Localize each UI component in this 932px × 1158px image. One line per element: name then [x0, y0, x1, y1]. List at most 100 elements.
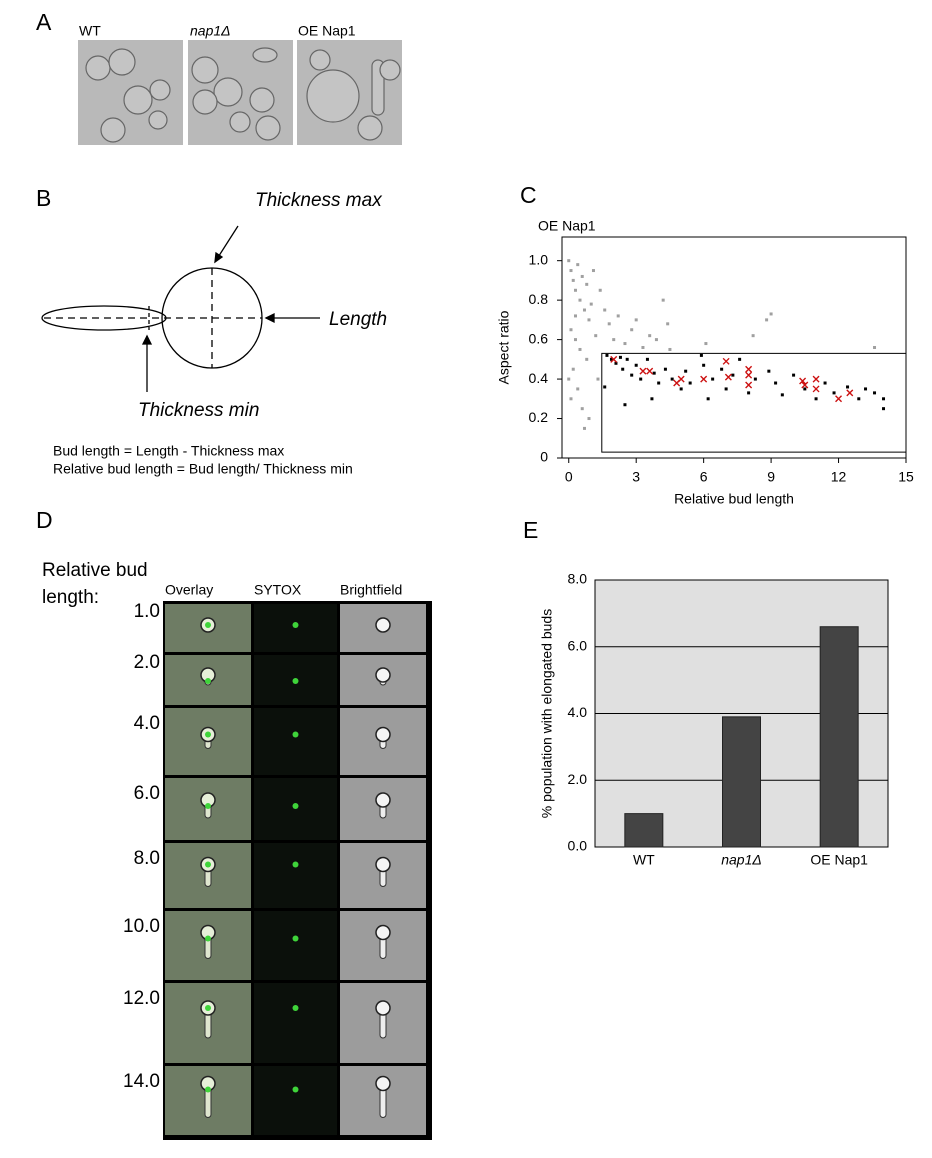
point — [630, 328, 634, 332]
point — [803, 387, 807, 391]
point — [580, 407, 584, 411]
point — [745, 371, 753, 379]
point — [812, 385, 820, 393]
nucleus — [292, 1005, 299, 1011]
point — [657, 381, 661, 385]
nucleus — [205, 935, 211, 942]
point — [573, 288, 577, 292]
point — [654, 338, 658, 342]
row-label: 8.0 — [134, 848, 160, 869]
point — [569, 328, 573, 332]
gate — [601, 352, 906, 453]
diagram-label: Thickness min — [138, 400, 259, 421]
x-tick-label: 15 — [898, 469, 914, 485]
x-tick-label: 6 — [700, 469, 708, 485]
point — [699, 353, 703, 357]
point — [594, 334, 598, 338]
y-tick-label: 0.6 — [529, 330, 549, 346]
image-label: nap1Δ — [190, 23, 231, 39]
point — [731, 373, 735, 377]
point — [646, 367, 654, 375]
row-label: 6.0 — [134, 783, 160, 804]
point — [812, 375, 820, 383]
panel-label: E — [523, 517, 538, 543]
y-tick-label: 0.4 — [529, 370, 549, 386]
row-label: 14.0 — [123, 1071, 160, 1092]
image-label: OE Nap1 — [298, 23, 356, 39]
point — [864, 387, 868, 391]
point — [639, 377, 643, 381]
point — [668, 347, 672, 351]
cell-image — [254, 708, 337, 775]
nucleus — [205, 1005, 211, 1011]
point — [751, 334, 755, 338]
nucleus — [292, 935, 299, 942]
cell — [375, 1075, 391, 1092]
point — [652, 371, 656, 375]
panel-label: B — [36, 185, 51, 211]
point — [573, 338, 577, 342]
cell — [375, 726, 391, 743]
x-tick-label: 0 — [565, 469, 573, 485]
y-tick-label: 1.0 — [529, 251, 549, 267]
point — [623, 403, 627, 407]
point — [724, 387, 728, 391]
x-tick-label: OE Nap1 — [810, 852, 868, 868]
x-tick-label: 9 — [767, 469, 775, 485]
point — [639, 367, 647, 375]
point — [648, 334, 652, 338]
cell-image — [254, 911, 337, 980]
point — [846, 389, 854, 397]
column-label: Brightfield — [340, 582, 402, 598]
point — [587, 417, 591, 421]
point — [738, 357, 742, 361]
point — [567, 377, 571, 381]
nucleus — [292, 861, 299, 868]
point — [589, 302, 593, 306]
nucleus — [292, 1086, 299, 1093]
row-label: 4.0 — [134, 713, 160, 734]
bar — [624, 813, 664, 848]
nucleus — [205, 803, 211, 809]
y-tick-label: 0.8 — [529, 291, 549, 307]
nucleus — [205, 1086, 211, 1093]
point — [603, 308, 607, 312]
point — [585, 357, 589, 361]
x-axis-label: Relative bud length — [674, 491, 794, 507]
diagram-label: Length — [329, 309, 387, 330]
cell-image — [254, 1066, 337, 1135]
row-title: length: — [42, 587, 99, 608]
row-label: 10.0 — [123, 916, 160, 937]
y-axis-label: % population with elongated buds — [539, 609, 555, 818]
point — [711, 377, 715, 381]
cell — [375, 617, 391, 633]
point — [823, 381, 827, 385]
plot-frame — [561, 236, 907, 459]
point — [571, 278, 575, 282]
micrographs — [78, 40, 402, 145]
chart-title: OE Nap1 — [538, 218, 596, 234]
point — [573, 314, 577, 318]
point — [634, 363, 638, 367]
point — [753, 377, 757, 381]
nucleus — [292, 622, 299, 628]
point — [641, 346, 645, 349]
point — [780, 393, 784, 397]
point — [857, 397, 861, 401]
point — [814, 397, 818, 401]
point — [618, 355, 622, 359]
panel-label: D — [36, 507, 53, 533]
point — [747, 391, 751, 395]
nucleus — [205, 731, 211, 738]
point — [704, 342, 708, 346]
point — [792, 373, 796, 377]
point — [846, 385, 850, 389]
point — [596, 377, 600, 381]
x-tick-label: 3 — [632, 469, 640, 485]
point — [873, 346, 877, 349]
bar — [722, 716, 761, 848]
nucleus — [205, 678, 211, 684]
point — [670, 377, 674, 381]
bud-diagram — [41, 225, 320, 392]
